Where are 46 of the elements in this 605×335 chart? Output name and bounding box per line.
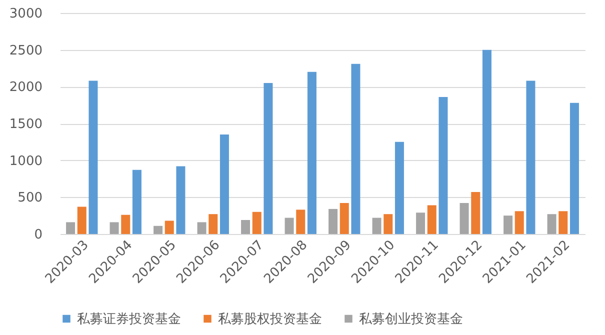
bar xyxy=(121,214,130,234)
bar xyxy=(296,210,306,234)
bar xyxy=(176,166,186,234)
bar xyxy=(208,214,218,234)
bar xyxy=(328,208,338,234)
bar xyxy=(164,220,174,234)
bar xyxy=(570,102,579,234)
bar xyxy=(340,203,349,234)
bar xyxy=(460,203,469,234)
bar xyxy=(471,192,480,234)
bar xyxy=(558,211,568,234)
y-tick-label: 1000 xyxy=(9,154,42,169)
bar xyxy=(132,170,142,234)
bar xyxy=(110,222,119,234)
legend-label: 私募股权投资基金 xyxy=(218,312,322,327)
bar xyxy=(384,214,393,234)
bar xyxy=(547,214,556,234)
legend-label: 私募证券投资基金 xyxy=(77,312,181,327)
bar xyxy=(241,220,250,234)
bar xyxy=(438,96,448,234)
bar xyxy=(482,50,492,234)
y-tick-label: 500 xyxy=(18,190,42,206)
bar xyxy=(220,134,229,234)
bar xyxy=(372,218,382,234)
bar xyxy=(284,218,294,234)
bar xyxy=(197,222,206,234)
y-tick-label: 2000 xyxy=(9,80,42,96)
bar xyxy=(504,216,513,234)
bar xyxy=(394,142,404,234)
bar xyxy=(514,211,524,234)
bar xyxy=(154,226,163,234)
bar xyxy=(66,222,76,234)
bar xyxy=(264,82,273,234)
bar xyxy=(307,72,316,234)
legend-label: 私募创业投资基金 xyxy=(359,312,463,327)
bar xyxy=(427,205,436,234)
y-tick-label: 2500 xyxy=(9,43,42,58)
bar xyxy=(252,212,262,234)
y-tick-label: 0 xyxy=(34,228,42,242)
bar xyxy=(526,80,536,234)
bar xyxy=(77,206,86,234)
bar xyxy=(351,64,360,234)
bar xyxy=(416,212,426,234)
bar xyxy=(88,80,98,234)
y-tick-label: 1500 xyxy=(9,117,42,132)
y-tick-label: 3000 xyxy=(9,6,42,22)
